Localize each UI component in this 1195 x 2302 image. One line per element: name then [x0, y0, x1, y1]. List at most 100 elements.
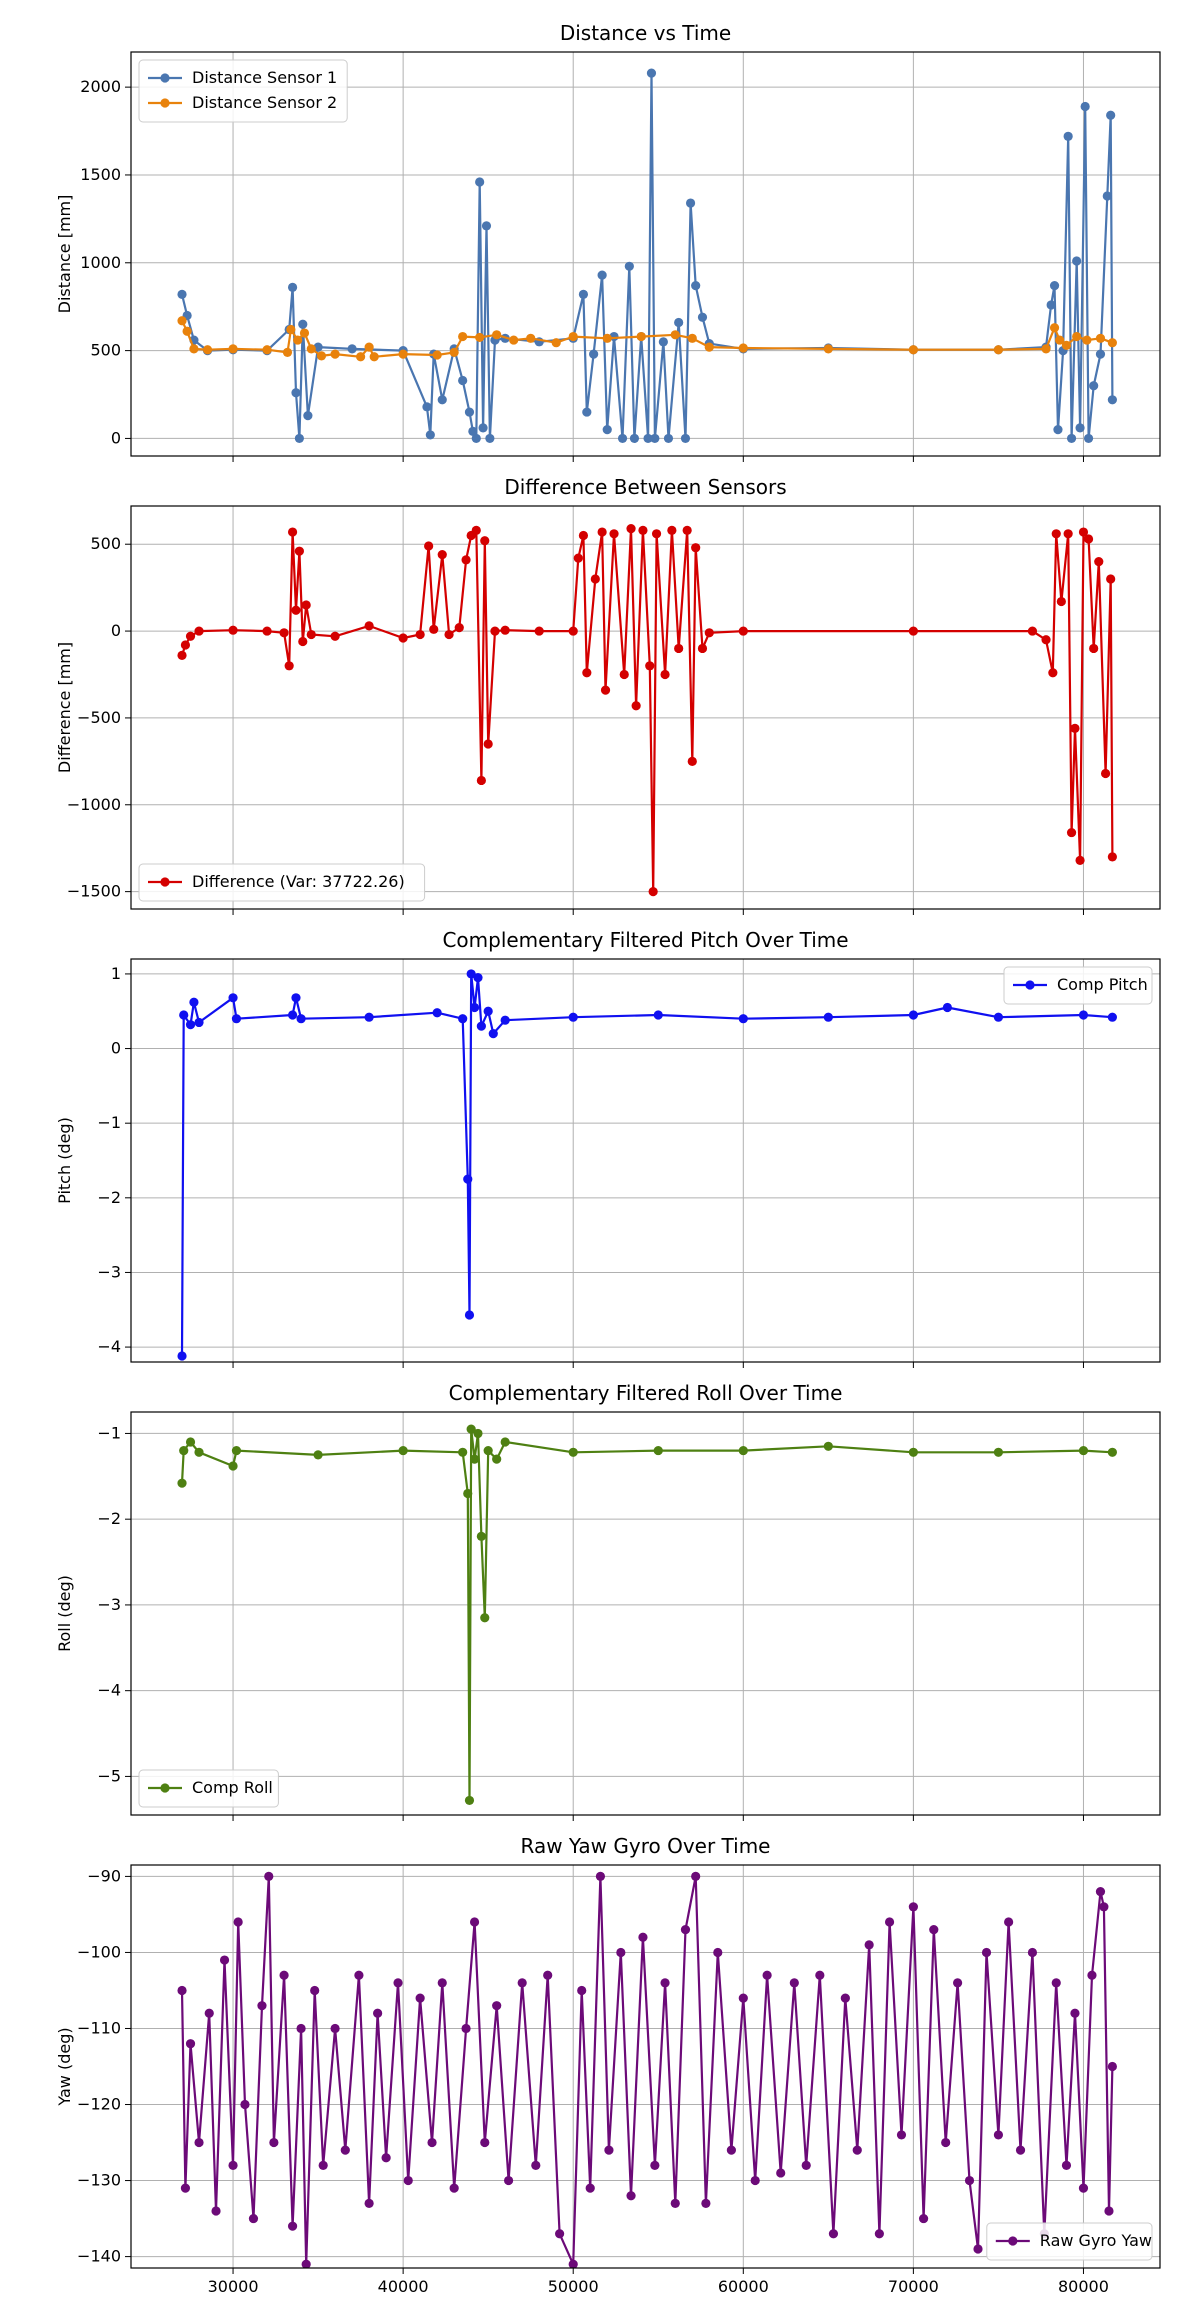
data-point: [590, 574, 600, 584]
data-point: [973, 2244, 983, 2254]
data-point: [202, 345, 213, 355]
data-point: [287, 527, 298, 537]
data-point: [449, 347, 459, 357]
y-tick-label: 0: [111, 428, 121, 447]
data-point: [449, 2183, 459, 2193]
data-point: [503, 2175, 514, 2186]
data-point: [626, 523, 636, 534]
data-point: [291, 388, 301, 398]
data-point: [680, 433, 691, 444]
data-point: [815, 1970, 825, 1980]
data-point: [177, 1985, 187, 1996]
chart-panel-4: Raw Yaw Gyro Over Time 30000 40000 50000 600…: [55, 1834, 1161, 2296]
data-point: [1027, 1947, 1038, 1958]
data-point: [354, 1970, 364, 1980]
data-point: [364, 2198, 374, 2208]
data-point: [262, 626, 272, 636]
data-point: [398, 1445, 408, 1456]
data-point: [306, 344, 316, 354]
data-point: [828, 2229, 839, 2239]
data-point: [228, 2160, 238, 2170]
data-point: [726, 2145, 736, 2155]
axes-frame: [130, 505, 1161, 910]
data-point: [480, 1613, 490, 1623]
data-point: [422, 402, 432, 412]
data-point: [638, 1932, 648, 1942]
legend-marker: [1025, 980, 1035, 990]
data-point: [582, 407, 592, 417]
data-point: [1083, 534, 1094, 544]
data-point: [415, 629, 425, 640]
legend-label: Distance Sensor 2: [192, 93, 337, 112]
data-point: [650, 2160, 660, 2170]
chart-panel-1: Difference Between Sensors 500 0 −500 −1000 −…: [55, 475, 1161, 915]
y-tick-label: −3: [97, 1262, 121, 1281]
data-point: [908, 1447, 918, 1457]
x-tick-label: 80000: [1058, 2277, 1109, 2296]
data-point: [953, 1978, 963, 1988]
data-point: [1075, 855, 1085, 865]
y-tick-label: 0: [111, 1039, 121, 1058]
data-point: [1107, 852, 1117, 862]
data-point: [403, 2175, 413, 2186]
data-point: [1099, 1902, 1109, 1912]
data-point: [964, 2175, 975, 2186]
data-point: [475, 332, 485, 343]
data-point: [461, 2023, 471, 2034]
y-tick-label: −1: [97, 1423, 121, 1442]
data-point: [1095, 333, 1106, 343]
chart-title: Difference Between Sensors: [504, 475, 786, 499]
data-point: [279, 1970, 289, 1980]
data-point: [1100, 768, 1111, 779]
data-point: [1063, 131, 1073, 141]
legend-box: [138, 863, 426, 902]
data-point: [691, 1871, 701, 1882]
data-point: [993, 2130, 1004, 2140]
data-point: [823, 344, 833, 354]
data-point: [624, 261, 634, 271]
data-point: [177, 1478, 187, 1488]
data-point: [231, 1014, 242, 1024]
data-point: [179, 1445, 189, 1456]
data-point: [468, 426, 478, 437]
y-axis-label: Pitch (deg): [55, 1117, 74, 1204]
data-point: [182, 326, 192, 336]
data-point: [194, 2137, 204, 2148]
data-point: [942, 1002, 952, 1013]
axes-frame: [130, 51, 1161, 457]
data-point: [461, 555, 471, 565]
data-point: [257, 2001, 267, 2011]
data-point: [492, 330, 502, 340]
data-point: [347, 344, 357, 354]
data-point: [660, 669, 670, 680]
data-point: [1055, 335, 1065, 345]
data-point: [1094, 556, 1104, 567]
data-point: [1095, 1887, 1106, 1897]
data-point: [473, 1428, 483, 1439]
data-point: [458, 1447, 468, 1457]
legend-marker: [1008, 2236, 1018, 2246]
data-point: [646, 68, 657, 78]
data-point: [682, 525, 692, 535]
y-tick-label: −2: [97, 1509, 121, 1528]
data-point: [602, 333, 612, 343]
data-point: [1107, 1012, 1117, 1022]
y-tick-label: −90: [87, 1866, 121, 1885]
y-tick-label: −1: [97, 1113, 121, 1132]
data-point: [483, 1445, 493, 1456]
data-point: [262, 345, 272, 355]
data-point: [648, 887, 658, 897]
data-point: [663, 433, 674, 444]
data-point: [573, 553, 583, 563]
data-point: [466, 1424, 476, 1434]
data-point: [458, 1014, 468, 1024]
data-point: [466, 969, 476, 979]
data-point: [660, 1978, 670, 1988]
data-point: [483, 1006, 493, 1016]
data-point: [248, 2213, 259, 2224]
data-point: [582, 668, 592, 678]
data-point: [473, 973, 483, 983]
data-point: [415, 1993, 425, 2003]
data-point: [597, 527, 607, 537]
data-point: [1056, 596, 1066, 607]
